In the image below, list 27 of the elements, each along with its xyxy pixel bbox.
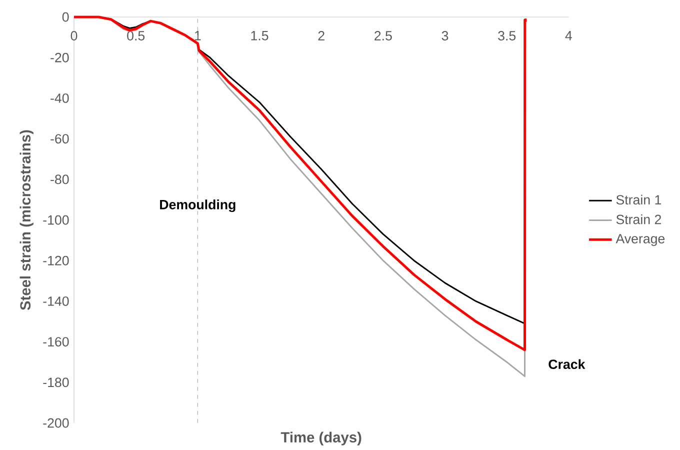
legend-label: Strain 1 (616, 194, 662, 205)
x-axis-title: Time (days) (280, 432, 362, 446)
ref-line-label: Demoulding (160, 200, 236, 212)
y-tick-label: -60 (50, 134, 69, 144)
y-tick-label: -20 (50, 52, 69, 62)
x-tick-label: 0 (70, 31, 78, 41)
y-tick-label: -200 (43, 418, 69, 428)
y-tick-label: -80 (50, 174, 69, 184)
annotation: Crack (548, 359, 586, 370)
legend-label: Average (616, 234, 665, 246)
x-tick-label: 1 (194, 31, 201, 40)
y-tick-label: -180 (43, 378, 69, 388)
x-tick-label: 1.5 (251, 31, 268, 40)
y-tick-label: -100 (43, 215, 69, 225)
y-tick-label: -120 (43, 256, 69, 266)
y-tick-label: -160 (43, 337, 69, 347)
x-tick-label: 2 (318, 31, 324, 40)
y-tick-label: 0 (62, 12, 69, 22)
x-tick-label: 2.5 (374, 31, 392, 41)
y-tick-label: -140 (43, 296, 69, 306)
y-tick-label: -40 (50, 94, 69, 103)
legend-label: Strain 2 (616, 214, 662, 224)
x-tick-label: 3 (442, 31, 448, 41)
x-tick-label: 3.5 (498, 31, 516, 41)
x-tick-label: 4 (565, 31, 572, 40)
x-tick-label: 0.5 (127, 31, 145, 41)
y-axis-title: Steel strain (microstrains) (20, 130, 34, 310)
